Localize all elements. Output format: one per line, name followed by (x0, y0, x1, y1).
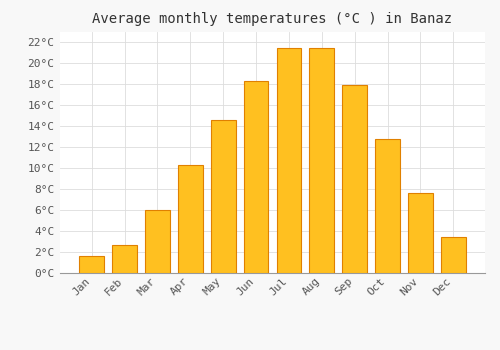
Bar (310, 48, 334, 273)
Bar (80, 256, 104, 273)
Bar (276, 48, 301, 273)
Bar (342, 85, 367, 273)
Bar (441, 237, 466, 273)
Bar (211, 120, 236, 273)
Bar (145, 210, 170, 273)
Bar (408, 193, 433, 273)
Title: Average monthly temperatures (°C ) in Banaz: Average monthly temperatures (°C ) in Ba… (92, 12, 452, 26)
Bar (244, 81, 268, 273)
Bar (112, 245, 137, 273)
Bar (178, 165, 203, 273)
Bar (376, 139, 400, 273)
